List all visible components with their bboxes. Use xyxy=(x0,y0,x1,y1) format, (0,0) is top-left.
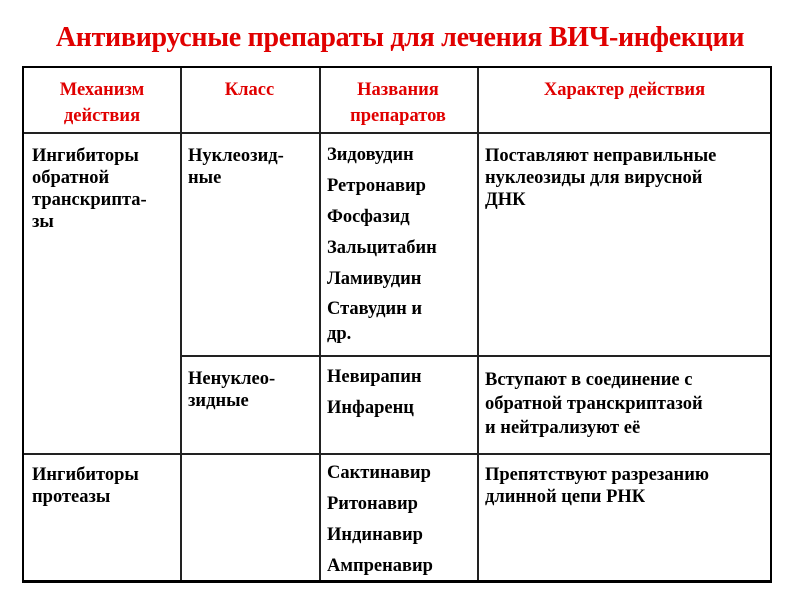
header-action: Характер действия xyxy=(477,77,772,103)
mechanism-cell: Ингибиторы протеазы xyxy=(32,464,139,508)
drugs-cell: Зидовудин Ретронавир Фосфазид Зальцитаби… xyxy=(327,140,437,345)
drug-name: Ритонавир xyxy=(327,494,418,514)
header-line: Механизм xyxy=(59,80,145,100)
header-line: действия xyxy=(63,106,141,126)
header-line: препаратов xyxy=(350,106,446,126)
column-divider xyxy=(180,68,182,580)
cell-line: обратной xyxy=(32,168,110,188)
drug-name: Зидовудин xyxy=(327,145,414,165)
drug-name: Ламивудин xyxy=(327,269,422,289)
drug-name: Фосфазид xyxy=(327,207,410,227)
drug-name: Индинавир xyxy=(327,525,423,545)
drugs-cell: Невирапин Инфаренц xyxy=(327,362,422,424)
cell-line: транскрипта- xyxy=(32,190,147,210)
drug-name: Невирапин xyxy=(327,367,422,387)
class-cell: Нуклеозид- ные xyxy=(188,145,284,189)
cell-line: Ингибиторы xyxy=(32,146,139,166)
header-names: Названия препаратов xyxy=(319,77,477,129)
cell-line: Ингибиторы xyxy=(32,465,139,485)
cell-line: ные xyxy=(188,168,222,188)
header-line: Названия xyxy=(357,80,439,100)
row-divider xyxy=(180,355,770,357)
cell-line: Поставляют неправильные xyxy=(485,146,717,166)
action-cell: Поставляют неправильные нуклеозиды для в… xyxy=(485,145,716,211)
action-cell: Вступают в соединение с обратной транскр… xyxy=(485,368,703,440)
class-cell: Ненуклео- зидные xyxy=(188,368,275,412)
cell-line: зидные xyxy=(188,391,249,411)
mechanism-cell: Ингибиторы обратной транскрипта- зы xyxy=(32,145,147,233)
column-divider xyxy=(319,68,321,580)
cell-line: Нуклеозид- xyxy=(188,146,284,166)
cell-line: и нейтрализуют её xyxy=(485,418,641,438)
cell-line: Препятствуют разрезанию xyxy=(485,465,709,485)
drug-name: Ретронавир xyxy=(327,176,426,196)
cell-line: зы xyxy=(32,212,54,232)
drugs-cell: Сактинавир Ритонавир Индинавир Ампренави… xyxy=(327,458,433,582)
cell-line: Ненуклео- xyxy=(188,369,276,389)
header-line: Характер действия xyxy=(543,80,706,100)
drug-name: Ампренавир xyxy=(327,556,433,576)
cell-line: нуклеозиды для вирусной xyxy=(485,168,703,188)
drugs-table: Механизм действия Класс Названия препара… xyxy=(22,66,772,583)
cell-line: обратной транскриптазой xyxy=(485,394,703,414)
action-cell: Препятствуют разрезанию длинной цепи РНК xyxy=(485,464,709,508)
header-class: Класс xyxy=(180,77,319,103)
slide-title: Антивирусные препараты для лечения ВИЧ-и… xyxy=(55,22,745,53)
header-mechanism: Механизм действия xyxy=(24,77,180,129)
cell-line: ДНК xyxy=(485,190,526,210)
drug-name: Зальцитабин xyxy=(327,238,437,258)
drug-name: Инфаренц xyxy=(327,398,414,418)
header-divider xyxy=(24,132,770,134)
drug-name: Ставудин и xyxy=(327,299,423,319)
cell-line: протеазы xyxy=(32,487,111,507)
drug-name: др. xyxy=(327,324,352,344)
drug-name: Сактинавир xyxy=(327,463,431,483)
row-divider xyxy=(24,453,770,455)
column-divider xyxy=(477,68,479,580)
header-line: Класс xyxy=(224,80,275,100)
cell-line: длинной цепи РНК xyxy=(485,487,646,507)
cell-line: Вступают в соединение с xyxy=(485,370,693,390)
